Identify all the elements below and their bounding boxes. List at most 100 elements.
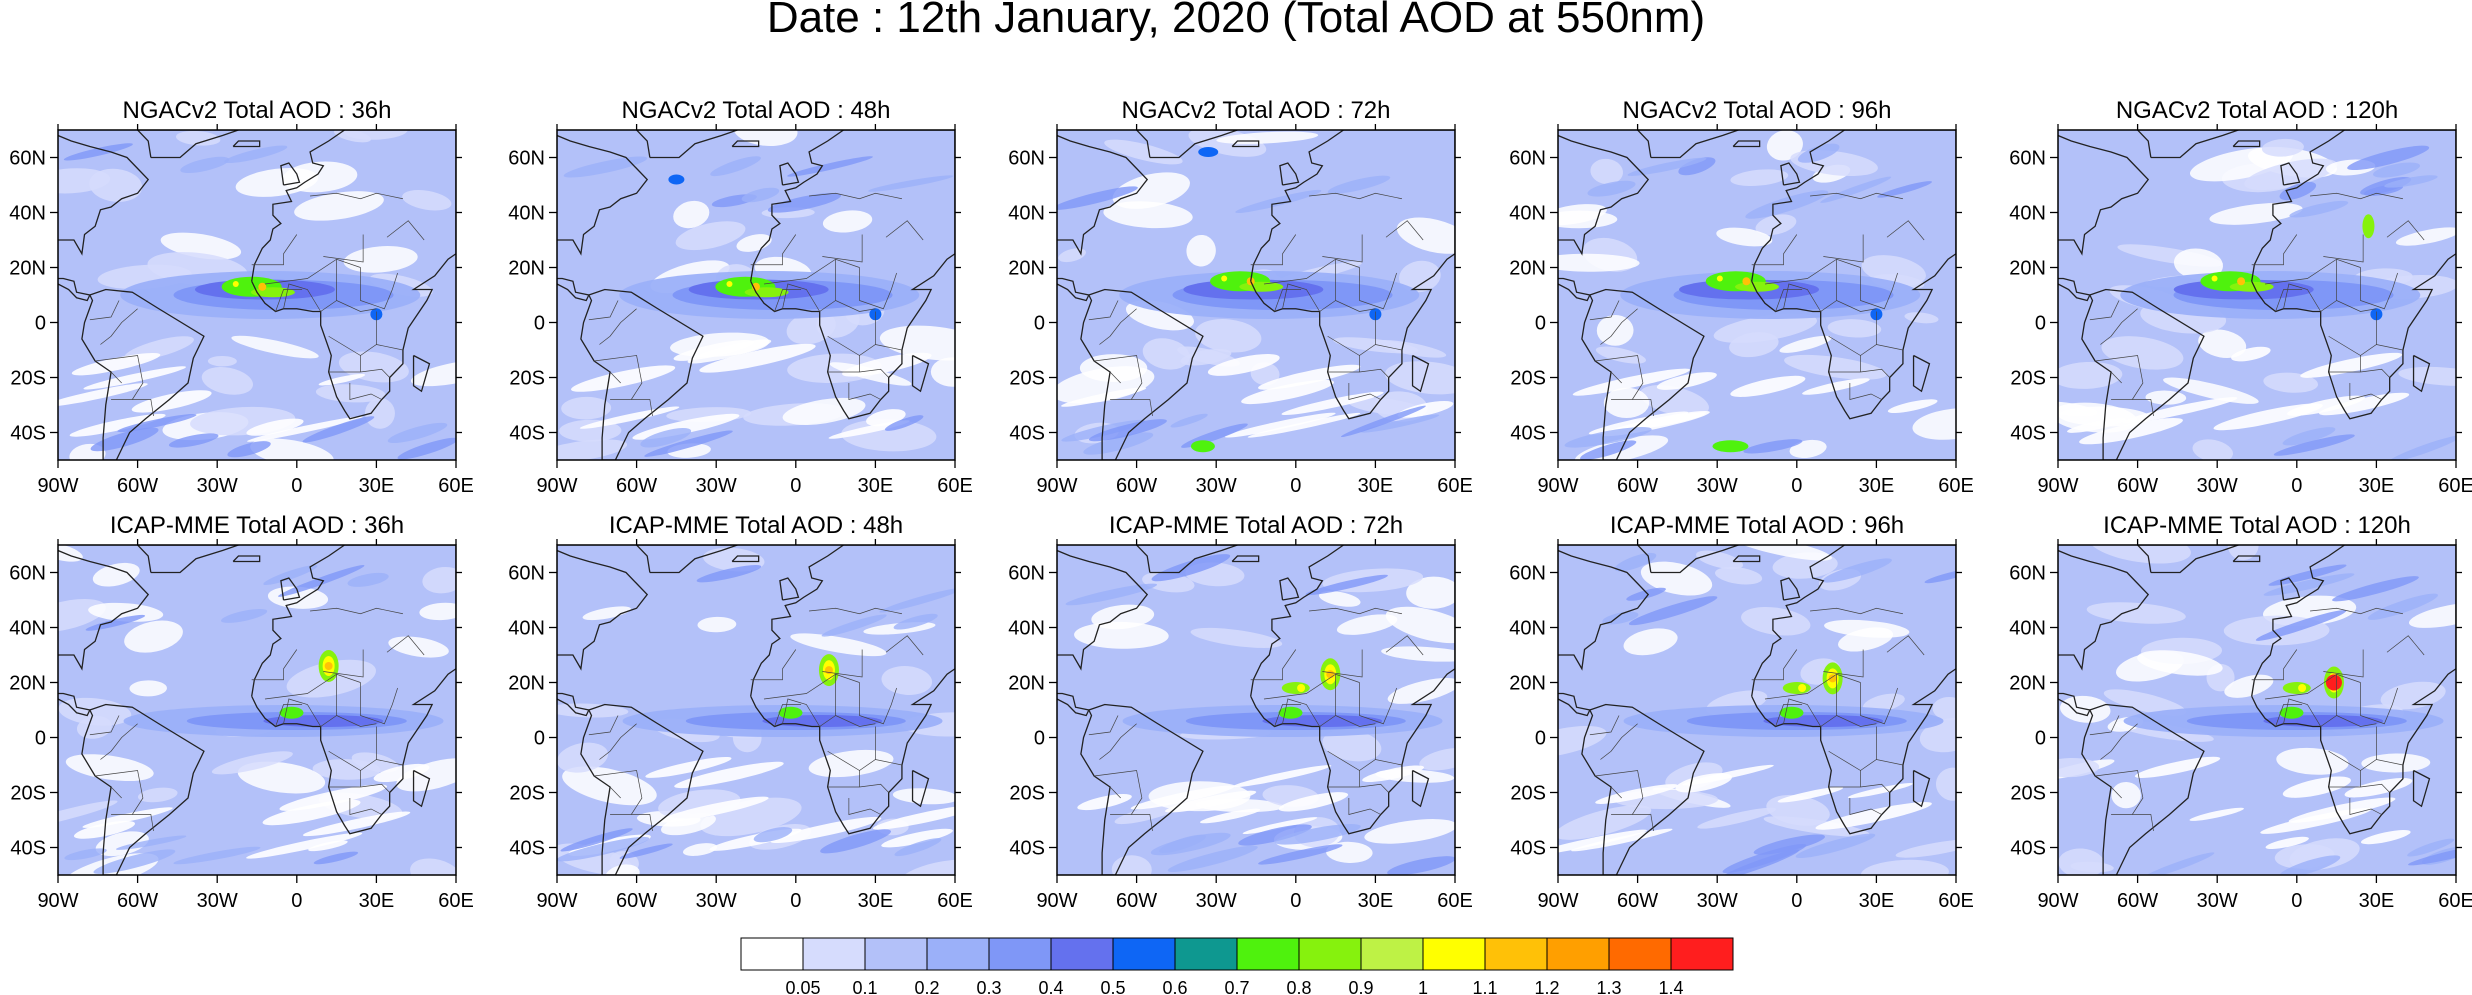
lat-tick-label: 40S: [1009, 423, 1045, 445]
lon-tick-label: 90W: [37, 890, 78, 912]
colorbar-level-label: 0.9: [1348, 978, 1373, 995]
colorbar-level-label: 0.05: [785, 978, 820, 995]
lon-tick-label: 0: [790, 890, 801, 912]
lon-tick-label: 60E: [2438, 475, 2472, 497]
colorbar-level-label: 0.3: [976, 978, 1001, 995]
lon-tick-label: 0: [2291, 475, 2302, 497]
lon-tick-label: 0: [1791, 475, 1802, 497]
lat-tick-label: 20S: [1009, 368, 1045, 390]
colorbar-level-label: 0.6: [1162, 978, 1187, 995]
lat-tick-label: 0: [1034, 313, 1045, 335]
coastlines: [1057, 545, 1455, 875]
lat-tick-label: 20S: [1009, 783, 1045, 805]
aod-shading: [1558, 545, 1956, 875]
lat-tick-label: 60N: [508, 563, 545, 585]
lat-tick-label: 20N: [1008, 673, 1045, 695]
colorbar-swatch: [988, 937, 1052, 971]
lon-tick-label: 60W: [1116, 475, 1157, 497]
lon-tick-label: 90W: [2037, 475, 2078, 497]
lon-tick-label: 90W: [1036, 890, 1077, 912]
lat-tick-label: 40S: [2010, 838, 2046, 860]
lon-tick-label: 60E: [1938, 475, 1974, 497]
lon-tick-label: 60W: [2117, 475, 2158, 497]
lat-tick-label: 20N: [9, 258, 46, 280]
colorbar-swatch: [926, 937, 990, 971]
lat-tick-label: 20S: [509, 368, 545, 390]
lon-tick-label: 30W: [2197, 475, 2238, 497]
lon-tick-label: 90W: [1036, 475, 1077, 497]
colorbar-swatch: [802, 937, 866, 971]
colorbar-level-label: 0.4: [1038, 978, 1063, 995]
lat-tick-label: 0: [2035, 313, 2046, 335]
lat-tick-label: 20N: [508, 673, 545, 695]
lon-tick-label: 60W: [1116, 890, 1157, 912]
lon-tick-label: 60W: [1617, 475, 1658, 497]
lat-tick-label: 0: [1034, 728, 1045, 750]
lon-tick-label: 30W: [197, 475, 238, 497]
lat-tick-label: 40S: [10, 838, 46, 860]
lon-tick-label: 30E: [1859, 475, 1895, 497]
lon-tick-label: 30E: [2359, 475, 2395, 497]
lat-tick-label: 0: [35, 313, 46, 335]
lon-tick-label: 60E: [937, 890, 973, 912]
lon-tick-label: 60W: [616, 890, 657, 912]
colorbar-level-label: 1.2: [1534, 978, 1559, 995]
lon-tick-label: 60W: [1617, 890, 1658, 912]
lat-tick-label: 60N: [1008, 563, 1045, 585]
lat-tick-label: 20N: [1008, 258, 1045, 280]
map-frame: [1557, 129, 1957, 461]
lon-tick-label: 30W: [1697, 475, 1738, 497]
colorbar-swatch: [1298, 937, 1362, 971]
colorbar-level-label: 0.8: [1286, 978, 1311, 995]
lon-tick-label: 30E: [1358, 475, 1394, 497]
lon-tick-label: 60E: [1938, 890, 1974, 912]
lon-tick-label: 60W: [117, 890, 158, 912]
lat-tick-label: 60N: [1509, 148, 1546, 170]
lon-tick-label: 30W: [1697, 890, 1738, 912]
colorbar-level-label: 0.5: [1100, 978, 1125, 995]
map-panel: NGACv2 Total AOD : 72h 60N 40N 20N 0 20S 40S 90…: [1008, 97, 1473, 497]
lat-tick-label: 40S: [1009, 838, 1045, 860]
map-frame: [1056, 544, 1456, 876]
lon-tick-label: 60E: [2438, 890, 2472, 912]
map-panel: NGACv2 Total AOD : 96h 60N 40N 20N 0 20S 40S 90…: [1509, 97, 1974, 497]
colorbar-swatch: [1112, 937, 1176, 971]
aod-shading: [2058, 138, 2456, 460]
panel-title: ICAP-MME Total AOD : 48h: [609, 512, 903, 539]
map-panel: ICAP-MME Total AOD : 36h 60N 40N 20N 0 20S 40S…: [9, 512, 474, 912]
lat-tick-label: 40S: [10, 423, 46, 445]
country-borders: [1088, 607, 1424, 832]
lon-tick-label: 90W: [536, 475, 577, 497]
lat-tick-label: 20N: [2009, 673, 2046, 695]
lon-tick-label: 30W: [2197, 890, 2238, 912]
coastlines: [2058, 545, 2456, 875]
lon-tick-label: 90W: [1537, 475, 1578, 497]
lon-tick-label: 30W: [696, 475, 737, 497]
aod-shading: [557, 130, 955, 460]
lon-tick-label: 0: [1290, 475, 1301, 497]
map-frame: [57, 129, 457, 461]
lat-tick-label: 40N: [9, 203, 46, 225]
map-panel: ICAP-MME Total AOD : 96h 60N 40N 20N 0 20S 40S…: [1509, 512, 1974, 912]
colorbar-level-label: 0.1: [852, 978, 877, 995]
lon-tick-label: 0: [790, 475, 801, 497]
lat-tick-label: 20S: [1510, 783, 1546, 805]
lon-tick-label: 60E: [438, 890, 474, 912]
lat-tick-label: 40S: [509, 423, 545, 445]
country-borders: [588, 607, 924, 832]
map-frame: [2057, 129, 2457, 461]
colorbar-level-label: 1: [1418, 978, 1428, 995]
lon-tick-label: 30W: [197, 890, 238, 912]
panel-title: NGACv2 Total AOD : 120h: [2116, 97, 2398, 124]
lat-tick-label: 40N: [9, 618, 46, 640]
lon-tick-label: 30E: [359, 475, 395, 497]
lat-tick-label: 60N: [2009, 148, 2046, 170]
map-panels: NGACv2 Total AOD : 36h 60N 40N 20N 0 20S 40S 90…: [9, 97, 2472, 912]
panel-title: ICAP-MME Total AOD : 72h: [1109, 512, 1403, 539]
colorbar-swatch: [864, 937, 928, 971]
lat-tick-label: 20S: [10, 368, 46, 390]
lat-tick-label: 20N: [1509, 258, 1546, 280]
lat-tick-label: 40N: [1008, 618, 1045, 640]
figure-title: Date : 12th January, 2020 (Total AOD at …: [767, 0, 1705, 42]
colorbar-swatch: [1236, 937, 1300, 971]
